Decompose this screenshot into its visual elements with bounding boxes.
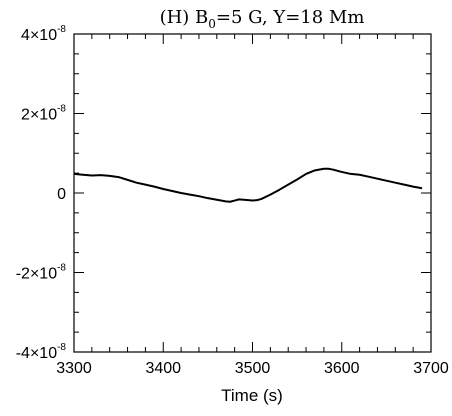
data-series — [73, 167, 423, 203]
y-tick-base: ×10 — [30, 107, 57, 124]
y-tick-mantissa: -4 — [16, 345, 30, 362]
x-tick-label: 3600 — [324, 360, 360, 377]
plot-frame — [73, 33, 432, 353]
tick-labels: 3300 3400 3500 3600 37004×10-82×10-80-2×10-8… — [16, 24, 449, 377]
x-tick-label: 3400 — [145, 360, 181, 377]
x-axis-label: Time (s) — [221, 386, 283, 405]
y-tick-label: 0 — [57, 186, 66, 203]
y-tick-exponent: -8 — [57, 342, 66, 353]
chart-title-subscript: 0 — [208, 17, 216, 31]
y-tick-label: 4×10-8 — [21, 24, 66, 44]
y-tick-label: -2×10-8 — [16, 263, 67, 283]
y-tick-exponent: -8 — [57, 24, 66, 35]
y-tick-label: 2×10-8 — [21, 104, 66, 124]
y-tick-mantissa: 0 — [57, 186, 66, 203]
y-tick-mantissa: 2 — [21, 107, 30, 124]
chart-title-prefix: (H) B — [160, 7, 209, 28]
series-line — [73, 167, 423, 203]
y-tick-base: ×10 — [30, 266, 57, 283]
x-tick-label: 3300 — [56, 360, 92, 377]
y-tick-mantissa: -2 — [16, 266, 30, 283]
x-tick-label: 3500 — [235, 360, 271, 377]
y-tick-base: ×10 — [30, 345, 57, 362]
y-tick-mantissa: 4 — [21, 27, 30, 44]
axis-ticks — [73, 33, 432, 353]
y-tick-exponent: -8 — [57, 263, 66, 274]
y-tick-base: ×10 — [30, 27, 57, 44]
chart-title-suffix: =5 G, Y=18 Mm — [216, 7, 365, 28]
x-tick-label: 3700 — [413, 360, 449, 377]
y-tick-exponent: -8 — [57, 104, 66, 115]
y-tick-label: -4×10-8 — [16, 342, 67, 362]
chart-title: (H) B0=5 G, Y=18 Mm — [160, 7, 365, 31]
